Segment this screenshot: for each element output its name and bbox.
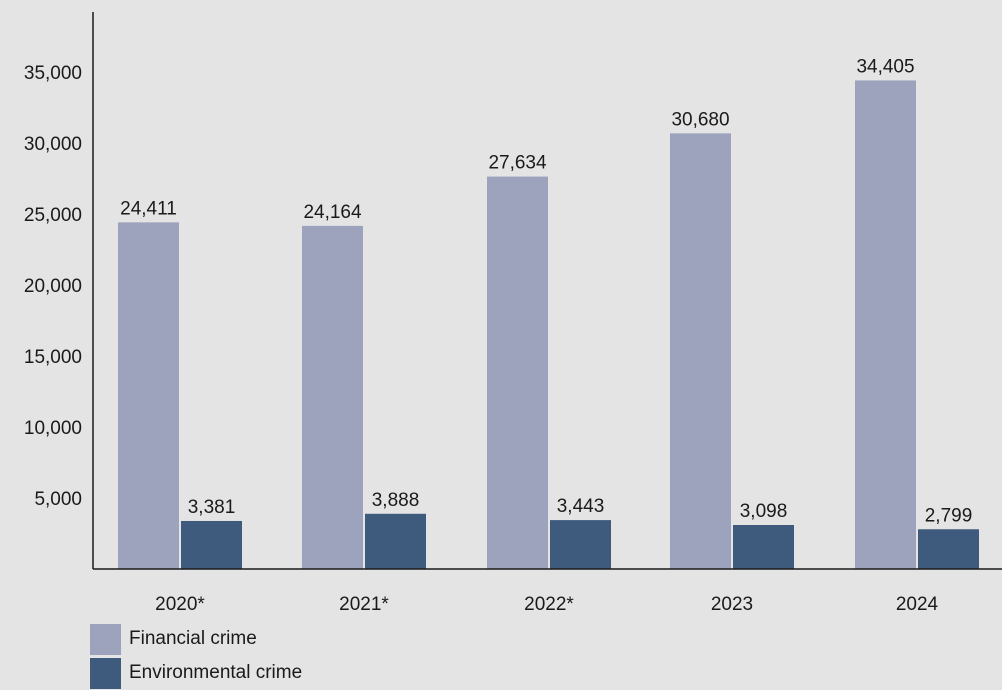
bars-group (118, 80, 979, 569)
y-tick-label: 15,000 (24, 347, 82, 368)
data-label: 24,411 (120, 198, 177, 219)
data-label: 3,443 (557, 496, 605, 517)
legend-item-environmental-crime: Environmental crime (90, 656, 302, 690)
data-label: 3,098 (740, 501, 788, 522)
x-tick-label: 2021* (339, 594, 389, 615)
y-tick-label: 5,000 (34, 489, 82, 510)
bar-environmental-0 (181, 520, 242, 569)
y-tick-label: 10,000 (24, 418, 82, 439)
y-tick-label: 25,000 (24, 205, 82, 226)
x-tick-label: 2020* (155, 594, 205, 615)
data-label: 30,680 (671, 109, 729, 130)
data-label: 34,405 (856, 56, 914, 77)
x-tick-label: 2024 (896, 594, 939, 615)
data-label: 3,381 (188, 497, 236, 518)
y-tick-label: 30,000 (24, 134, 82, 155)
y-tick-label: 35,000 (24, 63, 82, 84)
data-label: 27,634 (488, 153, 547, 174)
data-label: 3,888 (372, 490, 420, 511)
legend-label-environmental-crime: Environmental crime (129, 662, 303, 683)
bar-environmental-1 (365, 513, 426, 569)
bar-financial-2 (487, 176, 548, 569)
legend-swatch-financial-crime (90, 623, 121, 655)
y-tick-label: 20,000 (24, 276, 82, 297)
legend-item-financial-crime: Financial crime (90, 622, 302, 656)
x-tick-label: 2023 (711, 594, 753, 615)
bar-financial-3 (670, 133, 731, 569)
data-labels-group: 24,411 3,381 24,164 3,888 27,634 3,443 30,680 3… (120, 56, 972, 526)
bar-environmental-4 (918, 529, 979, 569)
x-tick-label: 2022* (524, 594, 574, 615)
y-axis-tick-labels: 5,000 10,000 15,000 20,000 25,000 30,000 35,00… (24, 63, 82, 510)
bar-financial-1 (302, 225, 363, 569)
data-label: 2,799 (925, 505, 973, 526)
legend: Financial crime Environmental crime (90, 622, 302, 690)
bar-financial-0 (118, 222, 179, 569)
legend-swatch-environmental-crime (90, 657, 121, 689)
bar-chart: 5,000 10,000 15,000 20,000 25,000 30,000 35,00… (24, 12, 1002, 615)
bar-financial-4 (855, 80, 916, 569)
x-axis-tick-labels: 2020* 2021* 2022* 2023 2024 (155, 594, 938, 615)
bar-environmental-2 (550, 520, 611, 569)
bar-environmental-3 (733, 525, 794, 569)
data-label: 24,164 (303, 202, 362, 223)
legend-label-financial-crime: Financial crime (129, 628, 257, 649)
